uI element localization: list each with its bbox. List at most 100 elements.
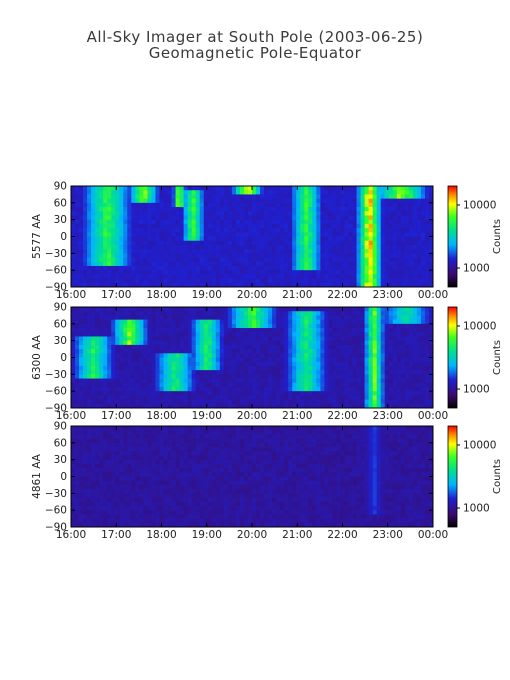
heatmap-cell xyxy=(151,382,156,388)
heatmap-cell xyxy=(312,361,317,367)
heatmap-cell xyxy=(272,278,277,284)
heatmap-cell xyxy=(408,202,414,208)
heatmap-cell xyxy=(215,207,221,212)
heatmap-cell xyxy=(151,510,156,515)
heatmap-cell xyxy=(231,228,237,233)
heatmap-cell xyxy=(139,399,144,405)
heatmap-cell xyxy=(372,202,378,208)
heatmap-cell xyxy=(396,240,402,246)
heatmap-cell xyxy=(203,211,209,216)
heatmap-cell xyxy=(404,278,410,284)
heatmap-cell xyxy=(336,344,341,350)
heatmap-cell xyxy=(340,382,345,388)
heatmap-cell xyxy=(119,344,124,350)
heatmap-cell xyxy=(380,211,386,216)
heatmap-cell xyxy=(143,265,148,271)
heatmap-cell xyxy=(139,240,144,246)
heatmap-cell xyxy=(388,202,394,208)
heatmap-cell xyxy=(292,323,297,329)
heatmap-cell xyxy=(199,307,205,312)
heatmap-cell xyxy=(179,365,185,371)
heatmap-cell xyxy=(107,378,112,384)
heatmap-cell xyxy=(256,374,261,379)
heatmap-cell xyxy=(328,198,333,204)
heatmap-cell xyxy=(95,468,100,473)
heatmap-cell xyxy=(416,311,422,316)
heatmap-cell xyxy=(119,386,124,392)
heatmap-cell xyxy=(416,202,422,208)
heatmap-cell xyxy=(195,311,201,316)
heatmap-cell xyxy=(424,253,430,258)
heatmap-cell xyxy=(147,265,152,271)
heatmap-cell xyxy=(247,357,253,363)
heatmap-cell xyxy=(143,311,148,316)
heatmap-cell xyxy=(127,378,132,384)
heatmap-cell xyxy=(308,315,313,321)
heatmap-cell xyxy=(103,311,108,316)
heatmap-cell xyxy=(372,215,378,221)
heatmap-cell xyxy=(95,378,100,384)
heatmap-cell xyxy=(256,190,261,195)
heatmap-cell xyxy=(103,357,108,363)
heatmap-cell xyxy=(412,323,418,329)
heatmap-cell xyxy=(135,518,140,524)
heatmap-cell xyxy=(119,403,124,409)
heatmap-cell xyxy=(203,391,209,396)
heatmap-cell xyxy=(304,340,309,346)
heatmap-cell xyxy=(123,349,128,354)
heatmap-cell xyxy=(332,386,337,392)
heatmap-cell xyxy=(107,219,112,225)
heatmap-cell xyxy=(304,382,309,388)
heatmap-cell xyxy=(195,323,201,329)
heatmap-cell xyxy=(256,253,261,258)
heatmap-cell xyxy=(127,270,132,275)
heatmap-cell xyxy=(135,472,140,477)
heatmap-cell xyxy=(252,307,257,312)
colorbar-tick-label: 1000 xyxy=(463,263,490,275)
heatmap-cell xyxy=(280,323,285,329)
heatmap-cell xyxy=(408,249,414,254)
heatmap-cell xyxy=(87,426,92,431)
heatmap-cell xyxy=(103,186,108,191)
heatmap-cell xyxy=(91,323,96,329)
heatmap-cell xyxy=(191,249,197,254)
heatmap-cell xyxy=(360,244,366,250)
x-tick-label: 20:00 xyxy=(237,289,267,301)
heatmap-cell xyxy=(392,265,398,271)
heatmap-cell xyxy=(171,319,176,325)
heatmap-cell xyxy=(247,282,253,288)
heatmap-cell xyxy=(223,186,229,191)
heatmap-cell xyxy=(392,323,398,329)
heatmap-cell xyxy=(416,207,422,212)
heatmap-cell xyxy=(195,207,201,212)
heatmap-cell xyxy=(143,198,148,204)
heatmap-cell xyxy=(83,395,88,400)
heatmap-cell xyxy=(155,442,160,448)
heatmap-cell xyxy=(167,307,172,312)
heatmap-cell xyxy=(99,323,104,329)
heatmap-cell xyxy=(360,382,366,388)
heatmap-cell xyxy=(416,403,422,409)
heatmap-cell xyxy=(388,274,394,279)
heatmap-cell xyxy=(396,202,402,208)
heatmap-cell xyxy=(99,349,104,354)
heatmap-cell xyxy=(243,328,249,333)
heatmap-cell xyxy=(147,357,152,363)
heatmap-cell xyxy=(163,282,168,288)
heatmap-cell xyxy=(179,399,185,405)
heatmap-cell xyxy=(95,278,100,284)
heatmap-cell xyxy=(284,202,289,208)
heatmap-cell xyxy=(408,207,414,212)
heatmap-cell xyxy=(264,270,269,275)
heatmap-cell xyxy=(384,349,390,354)
heatmap-cell xyxy=(332,307,337,312)
heatmap-cell xyxy=(292,344,297,350)
heatmap-cell xyxy=(328,357,333,363)
heatmap-cell xyxy=(139,434,144,440)
heatmap-cell xyxy=(243,215,249,221)
heatmap-cell xyxy=(155,514,160,519)
heatmap-cell xyxy=(151,357,156,363)
heatmap-cell xyxy=(284,190,289,195)
heatmap-cell xyxy=(111,253,116,258)
heatmap-cell xyxy=(376,261,382,267)
